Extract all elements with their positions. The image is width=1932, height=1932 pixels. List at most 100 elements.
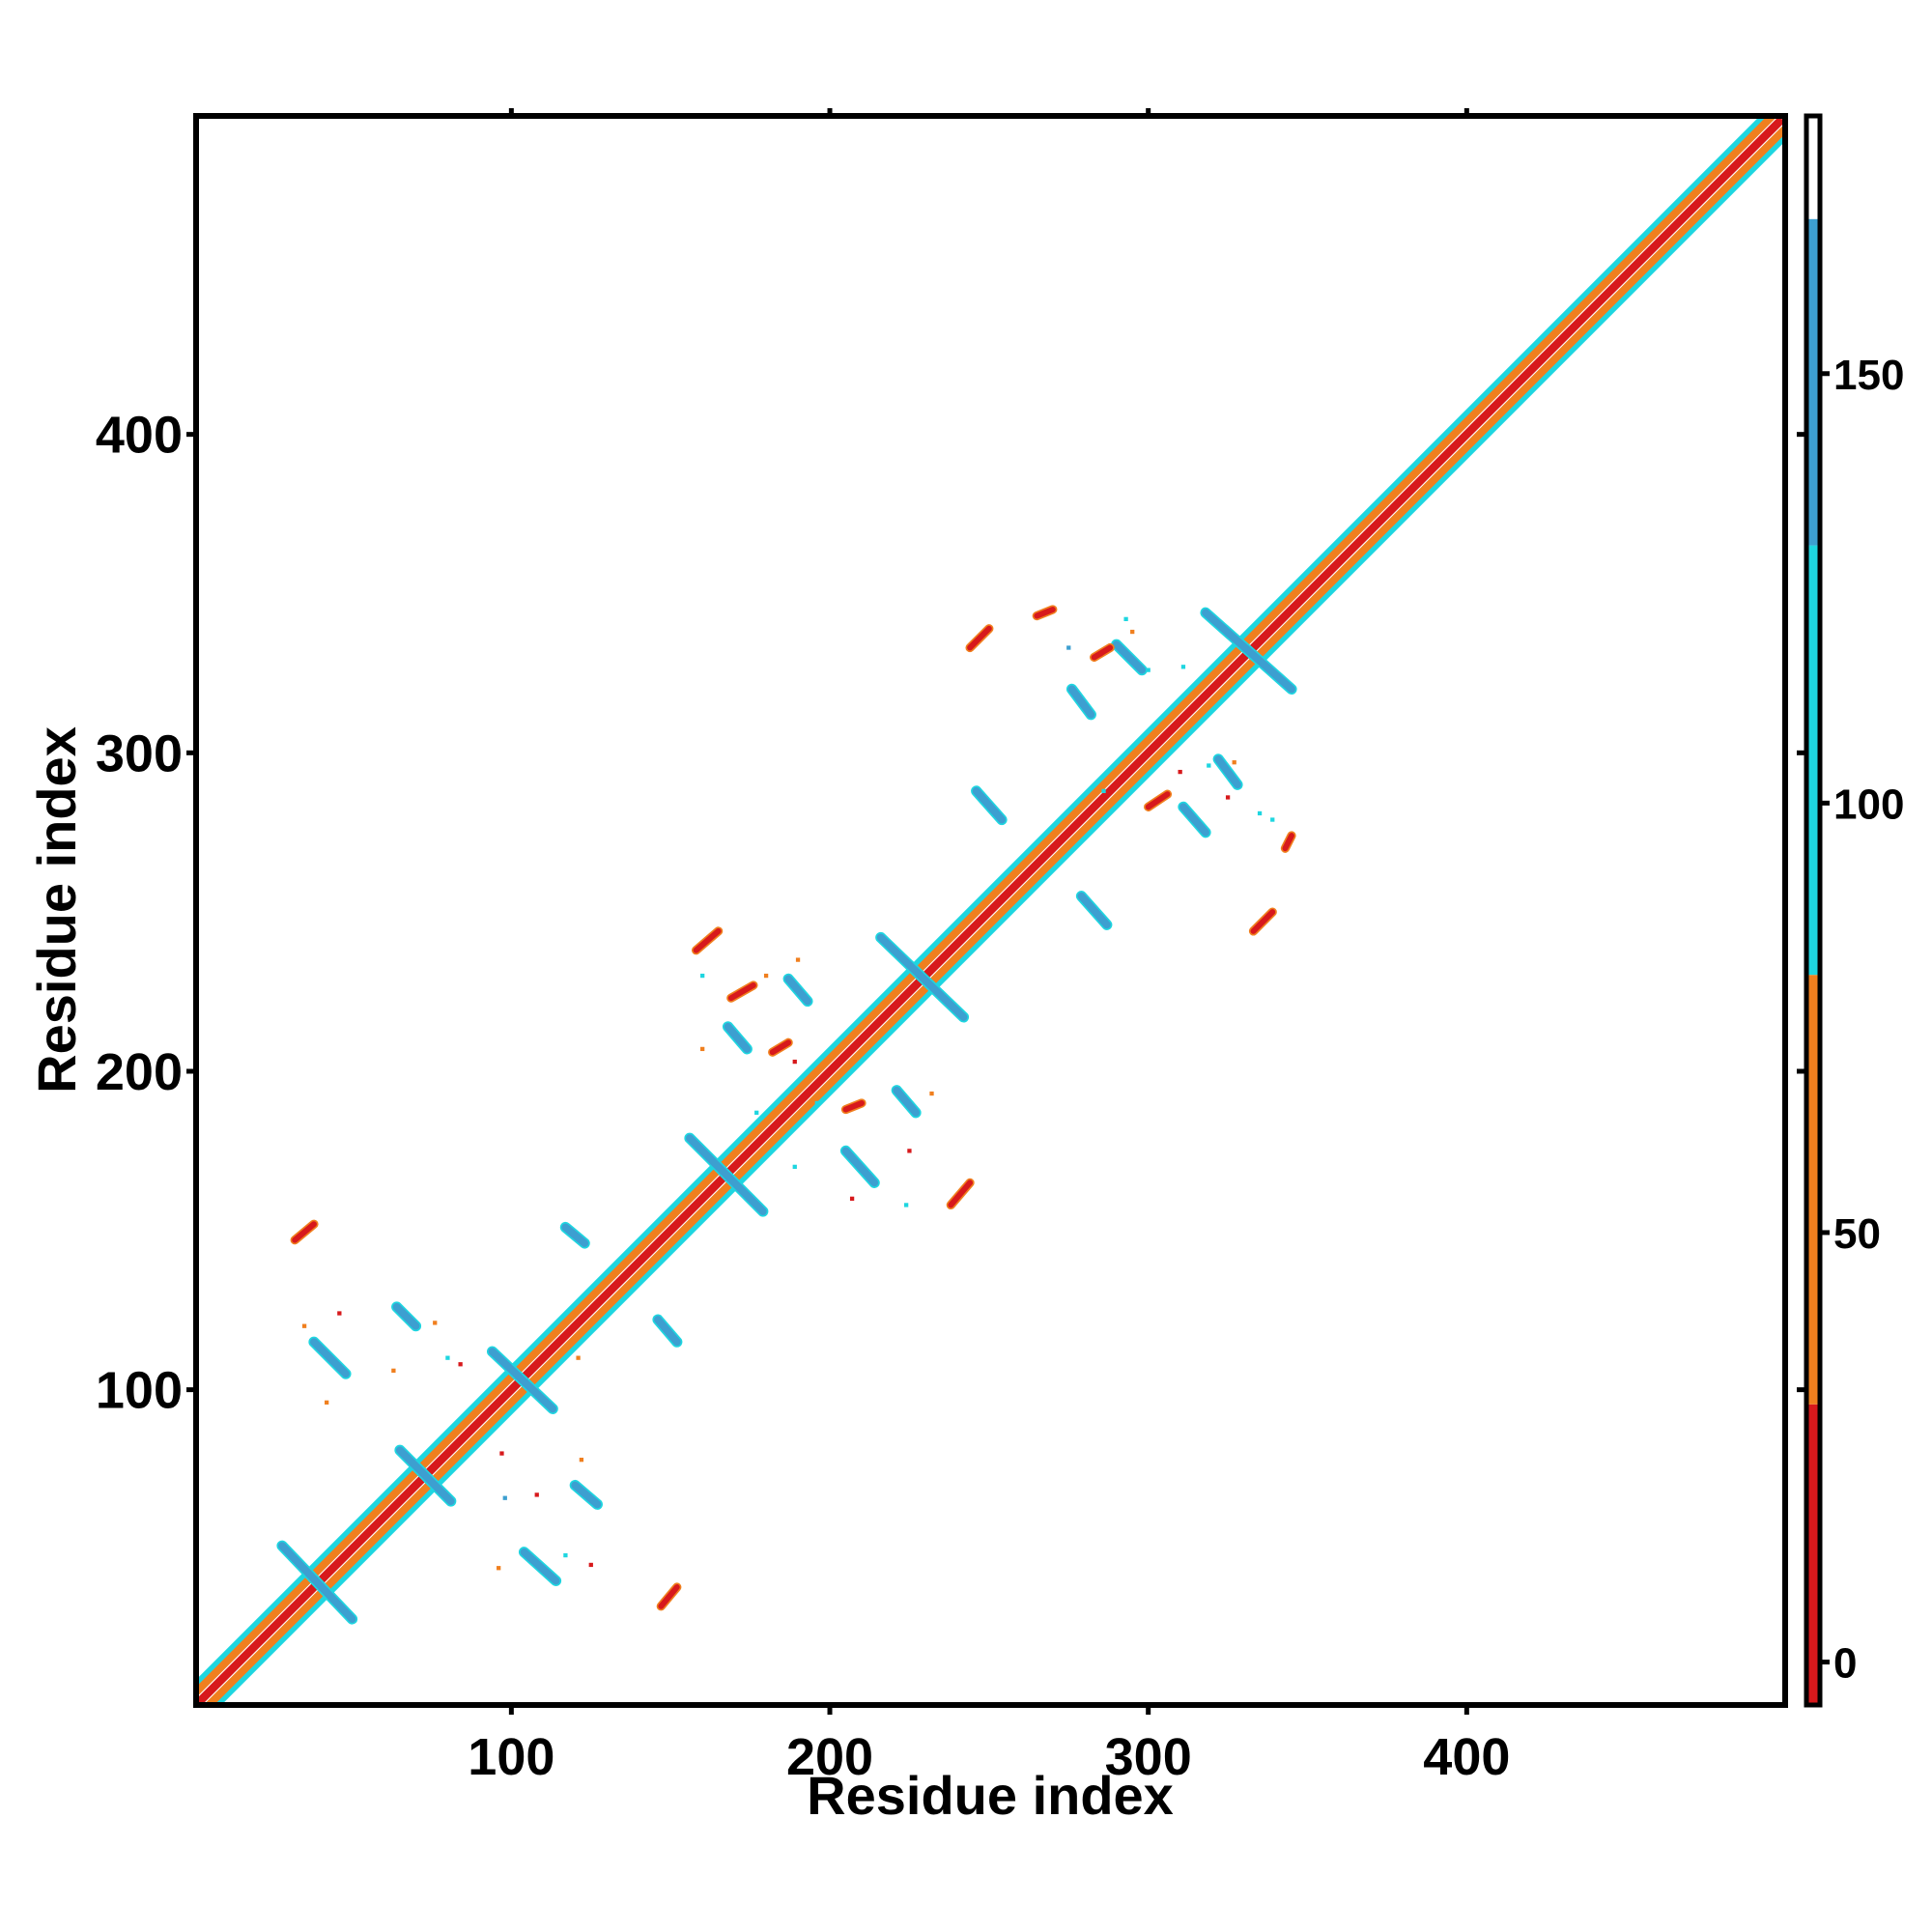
x-tick-label: 400 — [1423, 1728, 1510, 1786]
strand-contact — [724, 1022, 752, 1053]
parallel-contact — [292, 1221, 317, 1243]
parallel-contact — [1145, 791, 1171, 810]
contact-speck — [1101, 788, 1106, 794]
contact-speck — [849, 1196, 855, 1201]
strand-contact — [1067, 685, 1095, 719]
strand-contact — [571, 1481, 602, 1509]
y-tick-label: 100 — [96, 1362, 183, 1420]
parallel-contact — [769, 1039, 792, 1056]
y-axis-tick-labels: 100 200 300 400 — [96, 407, 183, 1420]
strand-contact — [876, 933, 968, 1021]
heatmap-cells — [196, 116, 1785, 1705]
contact-speck — [588, 1562, 593, 1568]
parallel-contact — [1282, 833, 1294, 852]
contact-speck — [792, 1164, 797, 1170]
strand-contact — [392, 1302, 420, 1330]
strand-contact — [561, 1223, 589, 1247]
colorbar-band — [1806, 116, 1820, 219]
contact-speck — [792, 1059, 797, 1065]
colorbar-band — [1806, 975, 1820, 1405]
x-tick-label: 100 — [468, 1728, 554, 1786]
strand-contact — [841, 1147, 879, 1187]
strand-contact — [1214, 754, 1241, 789]
contact-speck — [1180, 665, 1186, 669]
contact-speck — [929, 1091, 934, 1096]
contact-speck — [1207, 763, 1211, 768]
contact-speck — [497, 1566, 501, 1571]
contact-speck — [814, 1100, 819, 1106]
plot-frame — [193, 113, 1788, 1708]
contact-speck — [499, 1451, 504, 1456]
diagonal-band — [196, 116, 1771, 1690]
x-tick-label: 300 — [1105, 1728, 1192, 1786]
strand-contact — [972, 786, 1006, 824]
contact-speck — [1123, 616, 1128, 622]
strand-contact — [396, 1446, 455, 1505]
contact-speck — [1270, 817, 1275, 822]
x-axis-label: Residue index — [807, 1765, 1174, 1826]
parallel-contact — [727, 982, 756, 1002]
colorbar-tick-label: 50 — [1833, 1210, 1881, 1258]
contact-speck — [1257, 810, 1263, 816]
colorbar-band — [1806, 1404, 1820, 1705]
contact-speck — [903, 1203, 909, 1208]
strand-contact — [520, 1548, 560, 1585]
diagonal-band — [211, 130, 1785, 1705]
parallel-contact — [948, 1179, 974, 1208]
colorbar-bands — [1806, 116, 1820, 1705]
contact-speck — [433, 1321, 438, 1325]
strand-contact — [654, 1316, 681, 1347]
axis-ticks — [186, 108, 1469, 1715]
y-axis-label: Residue index — [26, 726, 87, 1094]
colorbar-ticks — [1797, 371, 1830, 1665]
contact-speck — [1098, 651, 1103, 657]
x-tick-label: 200 — [786, 1728, 873, 1786]
diagonal-band — [203, 123, 1785, 1705]
contact-speck — [1066, 645, 1071, 650]
contact-speck — [534, 1492, 539, 1497]
contact-speck — [458, 1362, 463, 1367]
contact-speck — [795, 957, 801, 962]
contact-speck — [391, 1368, 396, 1374]
contact-speck — [763, 973, 769, 979]
colorbar-tick-label: 0 — [1833, 1640, 1857, 1688]
contact-speck — [700, 973, 705, 979]
contact-speck — [579, 1458, 584, 1463]
y-tick-label: 200 — [96, 1043, 183, 1101]
strand-contact — [1179, 803, 1209, 837]
strand-contact — [784, 975, 811, 1006]
colorbar-tick-label: 150 — [1833, 352, 1904, 399]
contact-speck — [301, 1323, 307, 1328]
colorbar-frame — [1804, 113, 1823, 1708]
contact-speck — [445, 1355, 450, 1360]
strand-contact — [1077, 892, 1111, 929]
strand-contact — [1112, 640, 1147, 674]
parallel-contact — [1034, 607, 1056, 619]
diagonal-band — [196, 116, 1778, 1698]
parallel-contact — [693, 927, 722, 953]
contact-speck — [1232, 760, 1236, 765]
contact-speck — [754, 1110, 759, 1115]
y-tick-label: 300 — [96, 724, 183, 782]
contact-speck — [337, 1311, 342, 1316]
parallel-contact — [658, 1584, 680, 1609]
contact-speck — [1225, 795, 1231, 800]
contact-speck — [325, 1400, 329, 1405]
colorbar-band — [1806, 545, 1820, 976]
contact-speck — [502, 1495, 507, 1500]
contact-speck — [1146, 668, 1151, 672]
contact-speck — [1178, 769, 1182, 775]
contact-speck — [907, 1149, 912, 1153]
contact-speck — [563, 1552, 568, 1558]
x-axis-tick-labels: 100 200 300 400 — [468, 1728, 1510, 1786]
strand-contact — [488, 1348, 557, 1413]
diagonal-band — [196, 116, 1785, 1705]
colorbar-tick-label: 100 — [1833, 781, 1904, 828]
colorbar-band — [1806, 218, 1820, 546]
contact-speck — [700, 1046, 705, 1052]
parallel-contact — [1250, 909, 1276, 934]
strand-contact — [310, 1338, 350, 1378]
strand-contact — [278, 1542, 356, 1623]
